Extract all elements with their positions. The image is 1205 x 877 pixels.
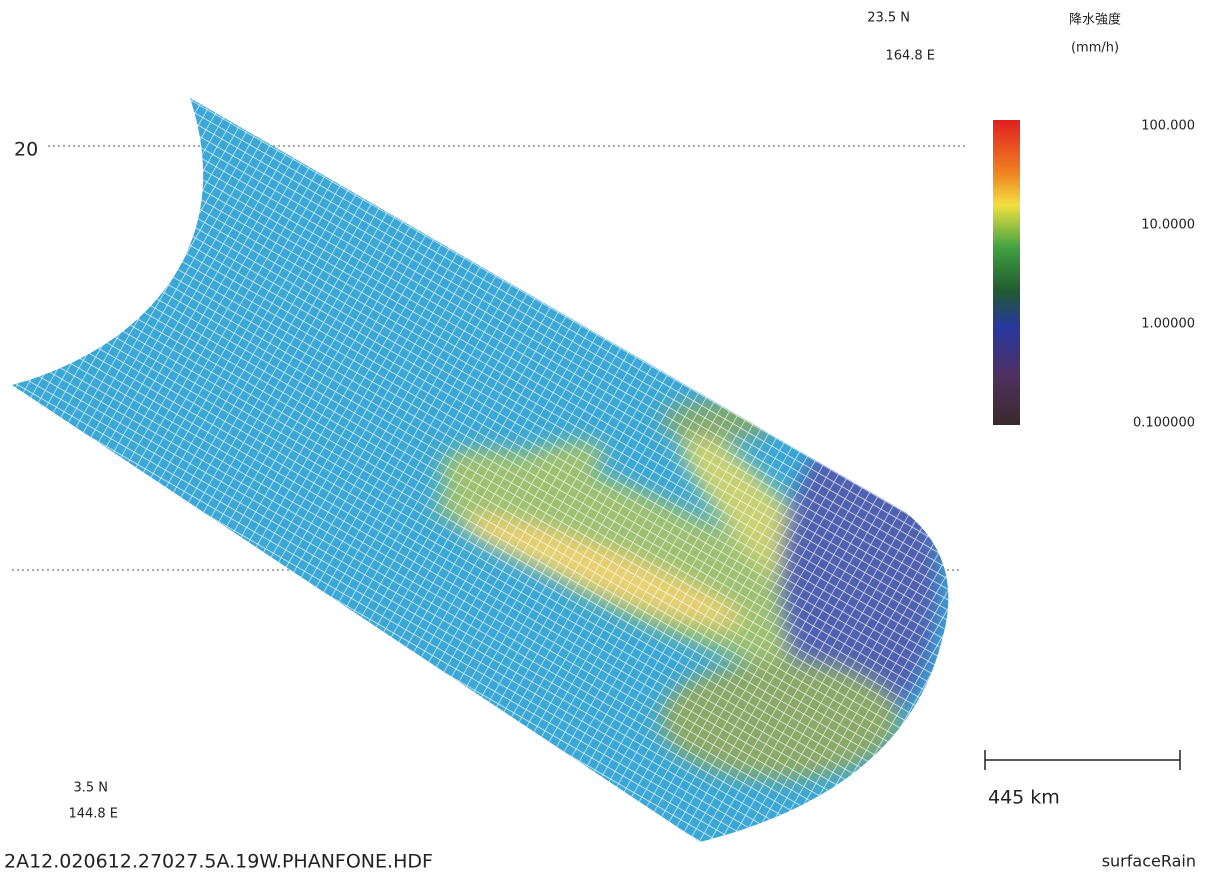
legend-tick: 100.000: [1141, 119, 1195, 134]
rain-swath: [0, 90, 960, 850]
scale-label: 445 km: [988, 787, 1060, 809]
color-bar: [993, 120, 1020, 425]
corner-lat: 23.5 N: [867, 11, 910, 26]
file-name: 2A12.020612.27027.5A.19W.PHANFONE.HDF: [4, 851, 433, 873]
legend-unit: (mm/h): [1071, 41, 1119, 56]
scale-bar: [985, 750, 1180, 770]
corner-lon: 164.8 E: [885, 49, 935, 64]
legend-tick: 0.100000: [1133, 416, 1195, 431]
map-view: 20 23.5 N 164.8 E 3.5 N 144.8 E 降水強度 (mm…: [0, 0, 1205, 877]
corner-lat: 3.5 N: [73, 781, 108, 796]
legend-tick: 10.0000: [1141, 218, 1195, 233]
corner-lon: 144.8 E: [68, 807, 118, 822]
legend-title: 降水強度: [1069, 12, 1121, 28]
variable-name: surfaceRain: [1102, 852, 1196, 871]
latitude-label: 20: [14, 139, 38, 161]
legend-tick: 1.00000: [1141, 317, 1195, 332]
